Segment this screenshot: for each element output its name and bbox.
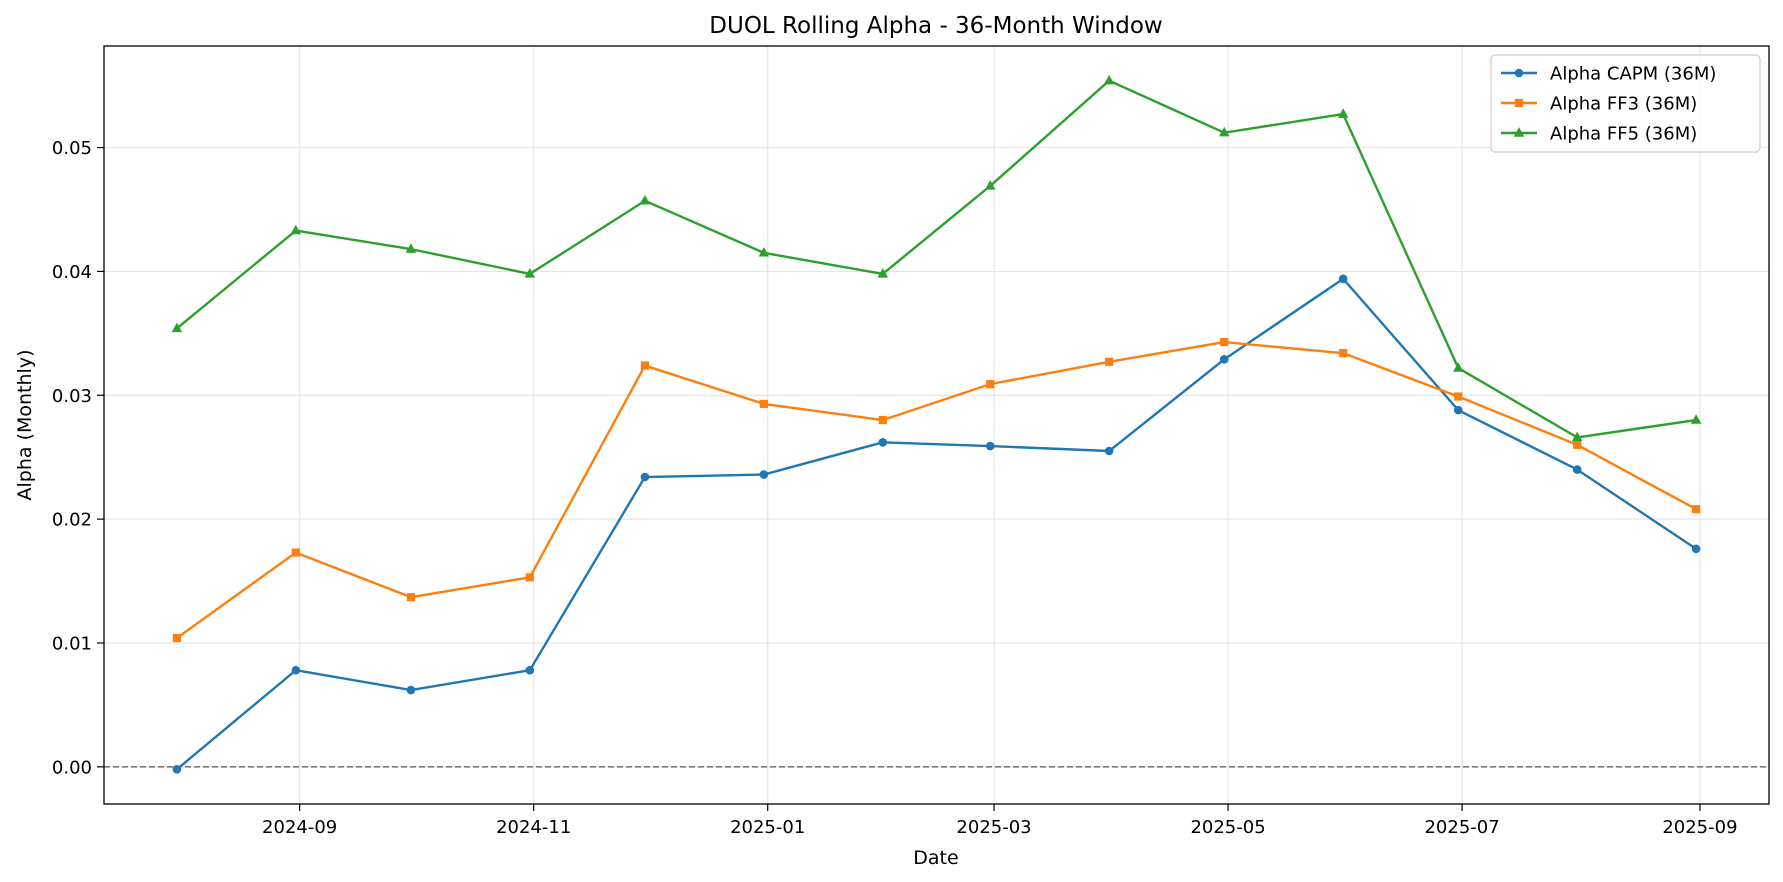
y-tick-label: 0.04 — [52, 262, 92, 283]
data-point — [1692, 505, 1701, 514]
data-point — [985, 441, 995, 451]
data-point — [1691, 544, 1701, 554]
data-point — [1572, 465, 1582, 474]
data-point — [1104, 446, 1114, 456]
x-axis-title: Date — [913, 847, 958, 869]
data-point — [291, 665, 301, 675]
x-tick-label: 2024-11 — [496, 817, 571, 838]
data-point — [1573, 440, 1582, 449]
y-axis-title: Alpha (Monthly) — [14, 350, 36, 501]
x-tick-label: 2025-01 — [730, 817, 805, 838]
x-tick-label: 2025-03 — [956, 817, 1031, 838]
data-point — [639, 194, 651, 205]
y-tick-label: 0.03 — [52, 386, 92, 407]
series-3 — [171, 74, 1702, 442]
data-point — [1454, 392, 1463, 401]
data-point — [1218, 126, 1230, 137]
grid-layer — [104, 46, 1769, 804]
data-point — [1219, 355, 1229, 364]
plot-frame — [103, 45, 1770, 805]
data-point — [405, 243, 417, 253]
data-point — [984, 180, 996, 190]
data-point — [986, 380, 995, 389]
y-tick-label: 0.01 — [52, 633, 92, 654]
data-point — [878, 415, 887, 425]
data-point — [1338, 274, 1348, 284]
data-point — [290, 224, 302, 235]
legend-box — [1490, 54, 1761, 153]
legend-label: Alpha FF5 (36M) — [1550, 124, 1697, 145]
series-layer — [171, 74, 1702, 774]
data-point — [1690, 414, 1702, 424]
x-tick-label: 2025-05 — [1190, 817, 1265, 838]
data-point — [759, 399, 768, 409]
x-tick-label: 2025-07 — [1424, 817, 1499, 838]
data-point — [172, 765, 182, 774]
data-point — [171, 322, 183, 333]
legend-item: Alpha CAPM (36M) — [1501, 64, 1716, 85]
data-point — [291, 548, 300, 557]
data-point — [1220, 337, 1229, 347]
legend-label: Alpha FF3 (36M) — [1550, 94, 1697, 115]
data-point — [640, 472, 650, 482]
data-point — [1339, 349, 1348, 358]
tick-layer: 0.00 0.01 0.02 0.03 0.04 0.05 2024-09 2024-11 20… — [52, 138, 1738, 838]
y-tick-label: 0.05 — [52, 138, 92, 159]
legend: Alpha CAPM (36M) Alpha FF3 (36M) Alpha FF5… — [1490, 54, 1761, 153]
legend-marker — [1514, 98, 1524, 108]
data-point — [525, 573, 534, 582]
series-line — [175, 340, 1698, 640]
data-point — [406, 685, 416, 695]
data-point — [758, 247, 770, 257]
data-point — [1103, 74, 1115, 85]
data-point — [172, 633, 181, 643]
data-point — [1105, 357, 1114, 366]
chart-title: DUOL Rolling Alpha - 36-Month Window — [709, 13, 1162, 39]
legend-label: Alpha CAPM (36M) — [1550, 64, 1716, 85]
data-point — [1337, 108, 1349, 118]
data-point — [524, 268, 536, 278]
data-point — [878, 438, 888, 447]
data-point — [640, 361, 650, 370]
data-point — [759, 470, 769, 479]
legend-item: Alpha FF5 (36M) — [1501, 124, 1697, 145]
legend-item: Alpha FF3 (36M) — [1501, 94, 1697, 115]
legend-marker — [1513, 127, 1525, 137]
data-point — [1453, 405, 1463, 415]
series-2 — [172, 337, 1701, 643]
legend-marker — [1514, 68, 1524, 78]
data-point — [525, 665, 535, 675]
x-tick-label: 2024-09 — [262, 817, 337, 838]
x-tick-label: 2025-09 — [1662, 817, 1737, 838]
data-point — [406, 593, 416, 602]
y-tick-label: 0.02 — [52, 510, 92, 531]
data-point — [1453, 362, 1464, 372]
series-line — [175, 79, 1698, 439]
data-point — [877, 268, 889, 278]
data-point — [1571, 431, 1583, 442]
y-tick-label: 0.00 — [52, 757, 92, 778]
